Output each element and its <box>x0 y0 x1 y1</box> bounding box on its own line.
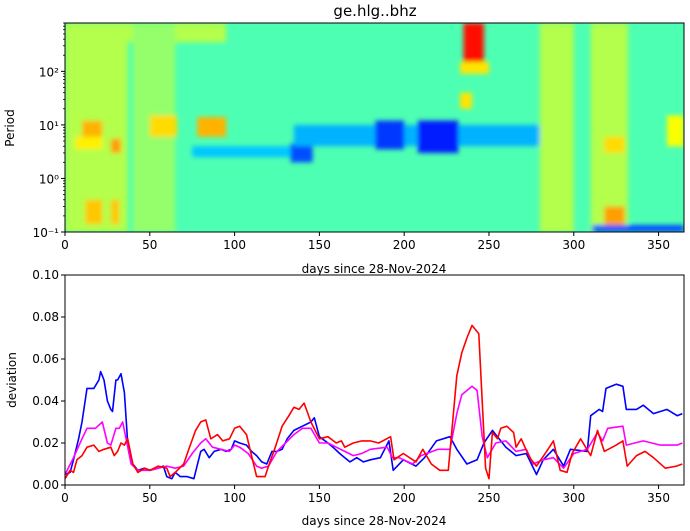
x-tick-label: 0 <box>61 238 69 252</box>
y-tick-label: 0.02 <box>32 436 59 450</box>
heatmap-cell <box>290 143 313 163</box>
heatmap-ylabel: Period <box>3 109 17 146</box>
heatmap-xlabel: days since 28-Nov-2024 <box>302 262 447 276</box>
y-tick-label: 0.04 <box>32 394 59 408</box>
y-tick-label: 0.10 <box>32 268 59 282</box>
line-plot-axes: 0 50 100 150 200 250 300 350 0.00 0.02 0.04 0.06 0.0… <box>32 268 670 505</box>
x-tick-label: 100 <box>223 491 246 505</box>
heatmap-cell <box>460 61 489 74</box>
line-plot-ylabel: deviation <box>5 352 19 408</box>
y-tick-label: 10⁰ <box>39 172 59 186</box>
x-tick-label: 350 <box>647 238 670 252</box>
heatmap-cell <box>539 23 574 232</box>
y-tick-label: 0.06 <box>32 352 59 366</box>
line-plot-xlabel: days since 28-Nov-2024 <box>302 514 447 528</box>
y-tick-label: 10⁻¹ <box>33 226 60 240</box>
heatmap <box>65 23 684 232</box>
heatmap-cell <box>75 136 103 150</box>
heatmap-cell <box>592 225 684 232</box>
heatmap-cell <box>85 199 103 225</box>
heatmap-cell <box>604 206 625 228</box>
x-tick-label: 200 <box>393 491 416 505</box>
x-tick-label: 100 <box>223 238 246 252</box>
heatmap-cell <box>149 115 177 137</box>
heatmap-cell <box>463 23 484 62</box>
x-tick-label: 150 <box>308 238 331 252</box>
y-tick-label: 10² <box>39 65 59 79</box>
x-tick-label: 250 <box>478 238 501 252</box>
x-tick-label: 150 <box>308 491 331 505</box>
heatmap-cell <box>110 138 121 153</box>
heatmap-cell <box>417 120 459 153</box>
series-line-2 <box>65 324 683 480</box>
x-tick-label: 350 <box>647 491 670 505</box>
series-line-0 <box>65 370 683 480</box>
heatmap-cell <box>604 136 625 153</box>
heatmap-axes: 0 50 100 150 200 250 300 350 10⁻¹ 10⁰ 10¹ 10² <box>33 22 670 252</box>
x-tick-label: 250 <box>478 491 501 505</box>
x-tick-label: 200 <box>393 238 416 252</box>
x-tick-label: 0 <box>61 491 69 505</box>
heatmap-cell <box>110 199 120 225</box>
deviation-lines <box>65 324 683 480</box>
y-tick-label: 0.00 <box>32 478 59 492</box>
x-tick-label: 50 <box>142 238 157 252</box>
heatmap-cell <box>460 92 473 109</box>
heatmap-cell <box>375 120 405 150</box>
heatmap-cell <box>293 124 540 147</box>
heatmap-cell <box>197 117 227 137</box>
x-tick-label: 300 <box>562 238 585 252</box>
x-tick-label: 50 <box>142 491 157 505</box>
line-plot-frame <box>64 274 685 486</box>
y-tick-label: 10¹ <box>39 119 59 133</box>
heatmap-title: ge.hlg..bhz <box>333 2 416 20</box>
heatmap-cell <box>590 23 629 232</box>
x-tick-label: 300 <box>562 491 585 505</box>
heatmap-cell <box>81 120 103 137</box>
heatmap-cell <box>192 146 303 158</box>
y-tick-label: 0.08 <box>32 310 59 324</box>
heatmap-cell <box>667 115 684 147</box>
